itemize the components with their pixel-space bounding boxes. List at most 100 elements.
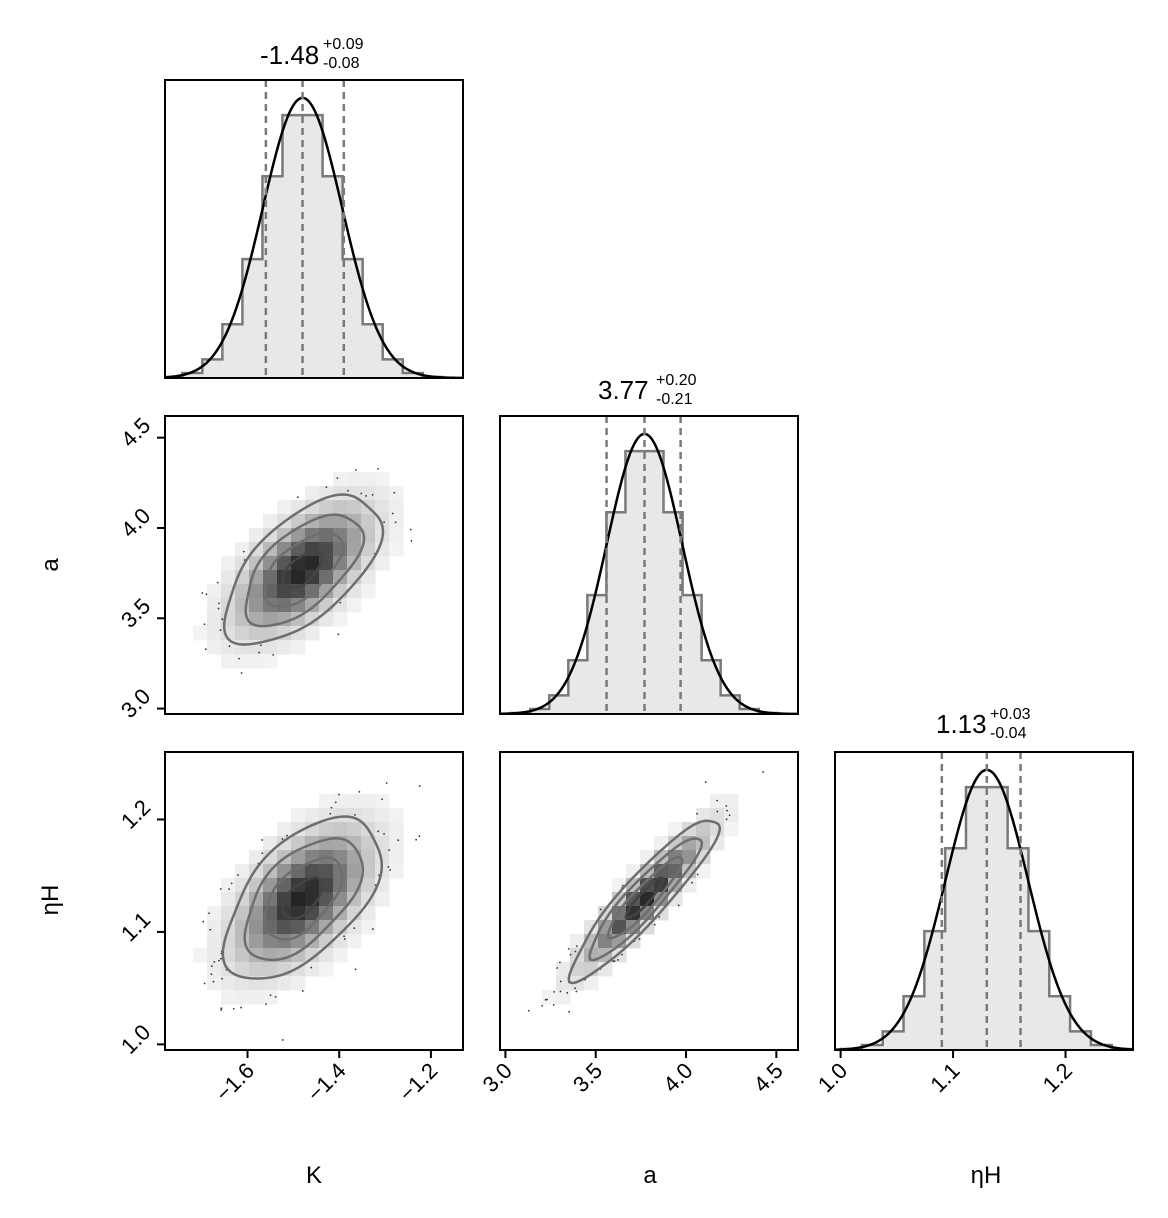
density-cell [361, 906, 376, 921]
panels-layer: 3.0 3.5 4.0 4.5 1.0 1.1 1.2 −1.6 −1.4 −1.2 3.0 3.5 4… [116, 79, 1134, 1106]
scatter-point [568, 1010, 570, 1013]
density-cell [305, 864, 320, 879]
hist-bar-a [587, 595, 607, 714]
density-cell [347, 472, 362, 487]
hist-outline-eta [839, 785, 1133, 1050]
density-cell [333, 542, 348, 557]
density-cell [291, 864, 306, 879]
scatter-point [658, 916, 661, 918]
density-cell [361, 514, 376, 529]
hist-bar-eta [1028, 931, 1050, 1050]
hist-outline-a [509, 449, 780, 714]
density-cell [291, 640, 306, 655]
y-tick-label: 3.5 [116, 593, 155, 632]
scatter-point [377, 830, 380, 833]
panel-a-vs-k [164, 415, 464, 715]
density-cell [263, 850, 278, 865]
scatter-point [339, 601, 342, 604]
density-cell [333, 948, 348, 963]
density-cell [361, 808, 376, 823]
hist-bar-a [644, 451, 664, 714]
density-cell [389, 542, 404, 557]
scatter-point [388, 849, 391, 852]
scatter-point [202, 920, 205, 923]
density-cell [556, 976, 571, 991]
title-a: 3.77 +0.20 -0.21 [598, 372, 697, 408]
scatter-point [203, 623, 206, 626]
density-cell [249, 934, 264, 949]
density-cell [347, 528, 362, 543]
density-cell [654, 864, 669, 879]
scatter-point [232, 1007, 235, 1010]
density-cell [221, 570, 236, 585]
density-cell [291, 570, 306, 585]
hist-bar-eta [861, 1045, 883, 1050]
density-cell [249, 906, 264, 921]
density-cell [305, 948, 320, 963]
density-cell [263, 640, 278, 655]
scatter-point [704, 781, 707, 784]
hist-bar-k [202, 359, 223, 378]
density-cell [235, 962, 250, 977]
scatter-point [559, 990, 562, 993]
density-cell [263, 612, 278, 627]
hist-bar-a [625, 451, 645, 714]
density-cell [333, 934, 348, 949]
density-cell [207, 948, 222, 963]
density-cell [389, 808, 404, 823]
scatter-point [221, 977, 223, 980]
scatter-point [599, 908, 602, 911]
density-cell [654, 892, 669, 907]
contour-level-3 [588, 837, 704, 962]
density-cell [361, 472, 376, 487]
density-cell [221, 990, 236, 1005]
scatter-point [336, 477, 339, 480]
scatter-point [383, 521, 385, 524]
scatter-point [216, 581, 219, 584]
density-cell [263, 976, 278, 991]
diag-panel-a [499, 415, 799, 715]
scatter-point [238, 657, 241, 660]
density-cell [235, 542, 250, 557]
scatter-point [377, 467, 379, 470]
scatter-point [365, 495, 367, 497]
density-cell [389, 864, 404, 879]
density-cell [361, 570, 376, 585]
density-cell [291, 808, 306, 823]
hist-outline-k [165, 113, 445, 378]
x-tick-label: 3.5 [568, 1058, 607, 1097]
density-cell [207, 934, 222, 949]
hist-bar-k [382, 359, 403, 378]
hist-bar-a [549, 695, 569, 714]
density-cell [249, 920, 264, 935]
density-cell [724, 822, 739, 837]
y-ticks-eta: 1.0 1.1 1.2 [116, 795, 165, 1059]
scatter-point [716, 810, 719, 813]
scatter-point [638, 938, 641, 940]
kde-curve-k [165, 96, 463, 378]
hist-bar-k [182, 373, 203, 378]
title-k-value: -1.48 [260, 40, 319, 70]
x-tick-label: −1.4 [302, 1058, 350, 1106]
density-cell [207, 612, 222, 627]
y-ticks-a: 3.0 3.5 4.0 4.5 [116, 413, 165, 723]
density-cell [333, 864, 348, 879]
scatter-point [575, 990, 578, 993]
density-cell [305, 556, 320, 571]
density-cell [235, 584, 250, 599]
hist-bar-k [242, 259, 263, 378]
density-cell [333, 850, 348, 865]
density-cell [305, 878, 320, 893]
density-cell [333, 808, 348, 823]
scatter-point [762, 771, 764, 773]
density-cell [263, 654, 278, 669]
scatter-point [219, 629, 222, 631]
scatter-point [209, 928, 212, 931]
density-cell [305, 486, 320, 501]
scatter-point [337, 633, 340, 636]
density-cell [235, 640, 250, 655]
panel-frame [164, 751, 464, 1051]
density-cell [361, 584, 376, 599]
scatter-point [310, 966, 313, 969]
